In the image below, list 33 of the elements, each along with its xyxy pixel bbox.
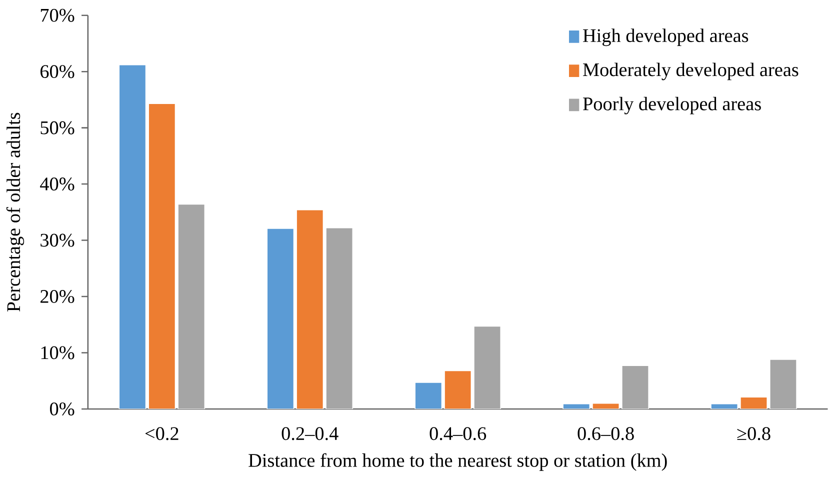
bar: [414, 382, 442, 410]
x-axis-title: Distance from home to the nearest stop or station (km): [248, 453, 667, 472]
legend-label: Poorly developed areas: [583, 97, 761, 115]
x-tick-label: 0.6–0.8: [578, 427, 634, 440]
x-tick-label: ≥0.8: [737, 427, 770, 440]
bar: [326, 228, 354, 410]
bar: [622, 366, 649, 410]
y-tick-label: 20%: [40, 290, 74, 304]
x-tick-label: 0.4–0.6: [430, 427, 486, 440]
y-tick-label: 60%: [40, 65, 74, 78]
y-tick-label: 50%: [40, 122, 74, 135]
bar: [562, 404, 590, 410]
y-tick-label: 70%: [40, 9, 74, 22]
bar: [296, 210, 324, 410]
bar: [770, 359, 797, 410]
bar: [266, 228, 294, 410]
bar: [474, 326, 501, 410]
x-tick-label: <0.2: [145, 427, 178, 440]
y-axis-title: Percentage of older adults: [6, 113, 24, 312]
bar: [118, 64, 146, 410]
bar: [740, 397, 768, 410]
y-tick-label: 0%: [50, 402, 74, 416]
legend-label: Moderately developed areas: [583, 62, 798, 80]
bar: [178, 204, 206, 410]
y-tick-label: 30%: [40, 234, 74, 248]
bar: [710, 404, 738, 410]
legend-label: High developed areas: [583, 28, 748, 46]
bar: [148, 103, 176, 410]
y-tick-label: 10%: [41, 346, 74, 360]
bar: [444, 370, 472, 410]
y-tick-label: 40%: [40, 178, 74, 191]
bar: [592, 403, 620, 410]
x-tick-label: 0.2–0.4: [282, 427, 338, 440]
